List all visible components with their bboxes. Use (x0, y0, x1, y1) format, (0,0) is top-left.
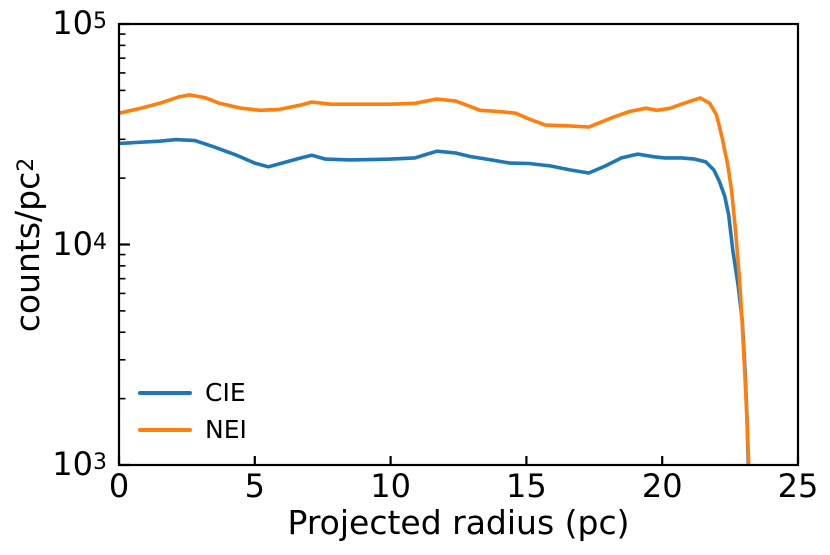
y-tick-label: 103 (52, 445, 107, 483)
nei-legend-label: NEI (205, 415, 247, 444)
cie-legend-line (138, 391, 192, 395)
y-tick-label: 104 (52, 224, 107, 263)
y-axis-label-exponent: 2 (14, 157, 39, 172)
nei-series-line (119, 93, 751, 465)
x-tick-label: 25 (777, 467, 819, 505)
x-tick-label: 20 (641, 467, 683, 505)
x-tick-label: 10 (370, 467, 411, 505)
y-axis-label-base: counts/pc (8, 171, 47, 333)
cie-series-line (119, 137, 751, 465)
cie-legend-label: CIE (205, 378, 246, 407)
y-axis-label: counts/pc2 (8, 95, 48, 395)
axes-spines (117, 22, 800, 467)
x-tick-label: 5 (244, 467, 265, 505)
x-tick-label: 15 (506, 467, 547, 505)
x-tick-label: 0 (108, 467, 130, 505)
y-tick-label: 105 (52, 4, 107, 42)
x-axis-label: Projected radius (pc) (287, 503, 630, 542)
nei-legend-line (138, 428, 192, 432)
